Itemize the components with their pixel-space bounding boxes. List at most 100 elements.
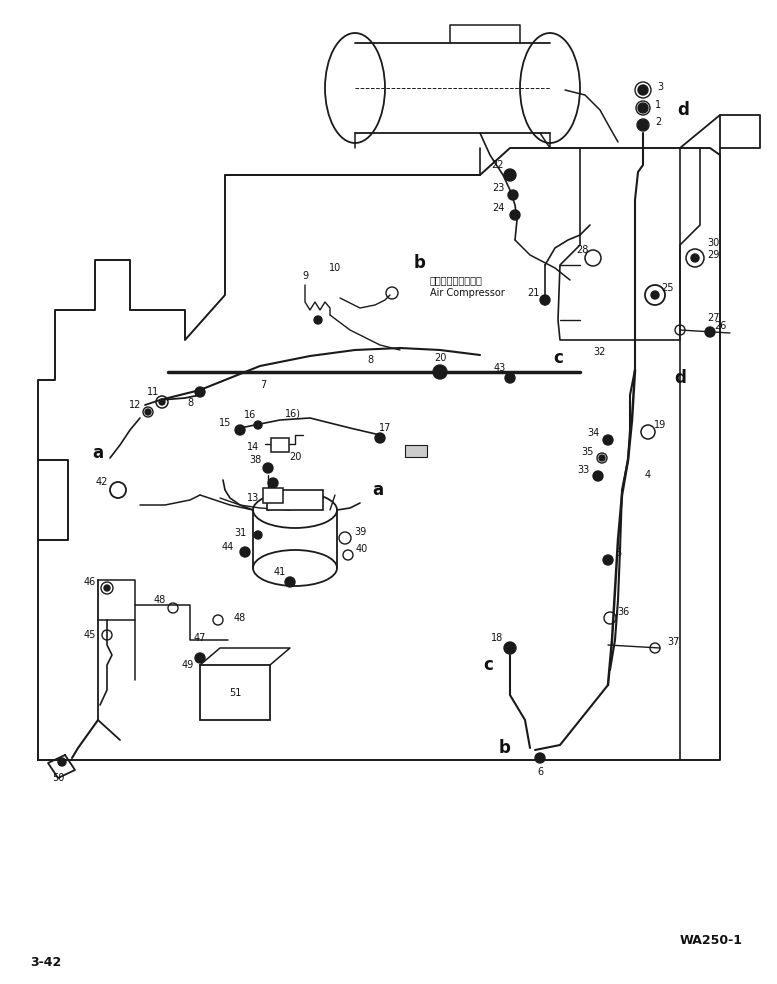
Text: 9: 9 [302,271,308,281]
Text: a: a [372,481,384,499]
Circle shape [510,210,520,220]
Text: 21: 21 [527,288,539,298]
Circle shape [508,190,518,200]
Text: 36: 36 [617,607,629,617]
Bar [267,490,323,510]
Circle shape [651,291,659,299]
Circle shape [638,103,648,113]
Text: 34: 34 [587,428,599,438]
Circle shape [195,653,205,663]
Circle shape [504,642,516,654]
Text: 44: 44 [222,542,234,552]
Text: 28: 28 [576,245,588,255]
Circle shape [104,585,110,591]
Text: 7: 7 [260,380,267,390]
Text: 18: 18 [491,633,503,643]
Circle shape [535,753,545,763]
Text: 15: 15 [219,418,232,428]
Text: 3: 3 [657,82,663,92]
Text: 27: 27 [707,313,720,323]
Bar [200,665,270,720]
Text: 6: 6 [537,767,543,777]
Text: b: b [499,739,511,757]
Bar [263,488,283,503]
Text: 24: 24 [492,203,504,213]
Text: 41: 41 [274,567,286,577]
Text: 13: 13 [247,493,259,503]
Text: 46: 46 [84,577,96,587]
Circle shape [603,555,613,565]
Circle shape [58,758,66,766]
Text: c: c [483,656,493,674]
Circle shape [705,327,715,337]
Text: エアーコンプレッサ: エアーコンプレッサ [430,275,483,285]
Circle shape [159,399,165,405]
Circle shape [691,254,699,262]
Circle shape [314,316,322,324]
Text: 25: 25 [662,283,674,293]
Text: 33: 33 [577,465,589,475]
Text: 31: 31 [234,528,246,538]
Text: 8: 8 [367,355,373,365]
Text: 5: 5 [615,548,621,558]
Text: 37: 37 [667,637,679,647]
Text: 16: 16 [244,410,256,420]
Text: 16): 16) [285,408,301,418]
Text: 47: 47 [193,633,206,643]
Text: 50: 50 [52,773,64,783]
Text: 8: 8 [187,398,193,408]
Text: 48: 48 [154,595,166,605]
Bar [405,445,427,457]
Circle shape [254,421,262,429]
Text: 45: 45 [84,630,96,640]
Text: 17: 17 [379,423,391,433]
Text: a: a [92,444,103,462]
Text: 43: 43 [494,363,506,373]
Text: 23: 23 [492,183,504,193]
Text: 20: 20 [434,353,446,363]
Text: 11: 11 [147,387,159,397]
Text: 26: 26 [714,321,726,331]
Bar [271,438,289,452]
Circle shape [433,365,447,379]
Circle shape [195,387,205,397]
Text: c: c [553,349,563,367]
Text: 10: 10 [329,263,341,273]
Circle shape [504,169,516,181]
Text: 35: 35 [582,447,594,457]
Circle shape [240,547,250,557]
Text: 30: 30 [707,238,720,248]
Circle shape [235,425,245,435]
Text: 1: 1 [655,100,661,110]
Circle shape [638,85,648,95]
Text: 22: 22 [492,160,504,170]
Circle shape [599,455,605,461]
Text: 29: 29 [707,250,720,260]
Text: WA250-1: WA250-1 [680,934,743,947]
Text: 38: 38 [249,455,261,465]
Circle shape [540,295,550,305]
Text: 14: 14 [247,442,259,452]
Circle shape [145,409,151,415]
Text: 51: 51 [228,688,241,698]
Text: 20: 20 [289,452,301,462]
Text: Air Compressor: Air Compressor [430,288,505,298]
Text: 42: 42 [96,477,108,487]
Text: 39: 39 [354,527,366,537]
Circle shape [268,478,278,488]
Circle shape [375,433,385,443]
Text: 3-42: 3-42 [30,955,61,968]
Text: 12: 12 [129,400,141,410]
Text: 4: 4 [645,470,651,480]
Text: b: b [414,254,426,272]
Text: d: d [677,101,689,119]
Circle shape [505,373,515,383]
Text: 2: 2 [655,117,661,127]
Circle shape [263,463,273,473]
Circle shape [593,471,603,481]
Circle shape [285,577,295,587]
Text: 48: 48 [234,613,246,623]
Circle shape [603,435,613,445]
Circle shape [638,120,648,130]
Text: 40: 40 [356,544,368,554]
